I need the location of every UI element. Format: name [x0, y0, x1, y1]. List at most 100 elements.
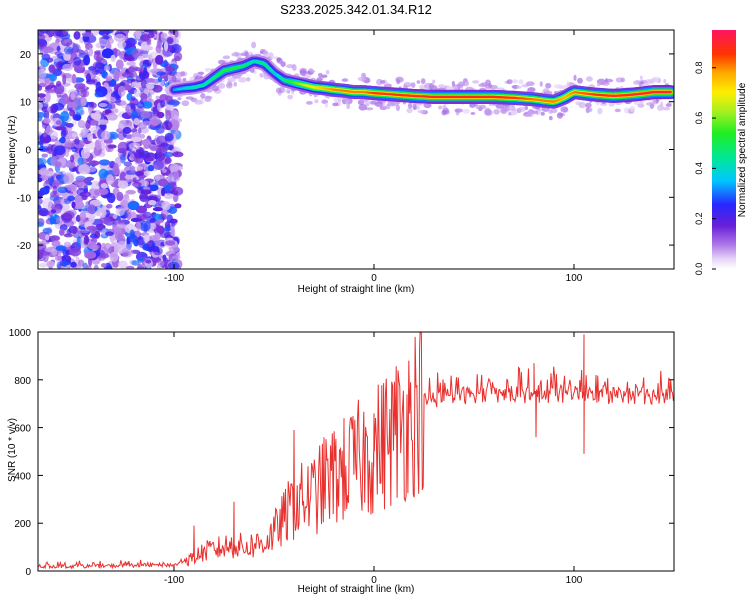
noise-blob	[154, 232, 161, 241]
ridge-halo	[442, 104, 447, 110]
noise-blob	[159, 100, 166, 108]
noise-blob	[55, 120, 62, 125]
noise-blob	[143, 170, 151, 177]
ridge-halo	[341, 78, 349, 82]
ridge-halo	[638, 82, 642, 87]
noise-blob	[76, 177, 86, 183]
noise-blob	[72, 92, 84, 97]
ridge-halo	[629, 105, 636, 112]
ridge-halo	[406, 107, 413, 114]
noise-blob	[105, 231, 114, 236]
noise-blob	[42, 197, 53, 209]
noise-blob	[124, 174, 134, 180]
noise-blob	[74, 138, 80, 145]
ridge-halo	[218, 59, 226, 65]
noise-blob	[38, 197, 43, 205]
ridge-halo	[223, 55, 231, 59]
noise-blob	[42, 46, 54, 54]
ridge-halo	[287, 94, 293, 100]
ridge-halo	[417, 109, 426, 114]
noise-blob	[139, 192, 149, 203]
noise-blob	[135, 30, 142, 40]
ridge-halo	[516, 85, 522, 89]
ridge-halo	[175, 71, 184, 78]
ridge-halo	[306, 101, 313, 105]
noise-blob	[90, 119, 99, 125]
noise-blob	[172, 151, 184, 158]
colorbar-tick-label: 0.6	[694, 112, 704, 125]
noise-blob	[98, 216, 111, 224]
noise-blob	[167, 145, 175, 151]
ridge-halo	[532, 110, 539, 115]
noise-blob	[60, 37, 73, 47]
ridge-halo	[309, 69, 316, 74]
noise-blob	[156, 38, 163, 49]
ridge-halo	[556, 112, 564, 119]
snr-x-tick-label: 100	[566, 575, 583, 586]
ridge-halo	[470, 112, 476, 115]
noise-blob	[157, 76, 163, 83]
noise-blob	[101, 228, 107, 237]
ridge-halo	[506, 79, 513, 85]
ridge-halo	[428, 82, 435, 90]
noise-blob	[129, 153, 135, 161]
noise-blob	[127, 200, 140, 211]
ridge-halo	[542, 88, 550, 93]
noise-blob	[162, 254, 167, 262]
ridge-halo	[652, 76, 660, 83]
noise-blob	[156, 225, 165, 235]
noise-blob	[126, 93, 133, 101]
noise-blob	[173, 171, 180, 180]
ridge-halo	[489, 85, 498, 90]
noise-blob	[133, 166, 144, 171]
ridge-halo	[407, 102, 413, 110]
noise-blob	[63, 94, 69, 105]
noise-blob	[125, 170, 137, 175]
noise-blob	[164, 157, 172, 164]
ridge-halo	[346, 102, 351, 110]
noise-blob	[114, 108, 119, 113]
noise-blob	[81, 32, 94, 37]
ridge-halo	[633, 80, 639, 85]
noise-blob	[137, 257, 144, 264]
noise-blob	[116, 223, 127, 229]
ridge-halo	[197, 71, 205, 76]
noise-blob	[152, 196, 158, 201]
noise-blob	[70, 261, 77, 268]
noise-blob	[140, 92, 148, 101]
ridge-halo	[560, 106, 568, 113]
noise-blob	[60, 198, 65, 205]
noise-blob	[125, 265, 135, 269]
snr-y-tick-label: 600	[14, 424, 31, 435]
noise-blob	[152, 84, 163, 93]
ridge-halo	[637, 103, 645, 108]
ridge-halo	[438, 105, 442, 110]
noise-blob	[107, 37, 114, 45]
ridge-halo	[194, 99, 203, 105]
noise-blob	[86, 73, 91, 83]
noise-blob	[162, 227, 172, 232]
noise-blob	[146, 84, 155, 90]
noise-blob	[38, 131, 43, 137]
spectrogram-x-ticks: -100 0 100	[164, 30, 583, 284]
noise-blob	[54, 161, 62, 168]
noise-blob	[152, 246, 163, 256]
noise-blob	[115, 207, 125, 217]
noise-blob	[174, 30, 179, 38]
spectrogram-y-ticks: -20 -10 0 10 20	[17, 50, 674, 252]
noise-blob	[62, 30, 69, 36]
noise-blob	[165, 240, 176, 246]
noise-blob	[129, 165, 135, 172]
ridge-halo	[321, 74, 328, 78]
noise-blob	[156, 219, 164, 224]
ridge-halo	[578, 101, 586, 109]
noise-blob	[137, 101, 145, 109]
noise-blob	[41, 106, 48, 113]
ridge-halo	[665, 103, 672, 107]
ridge-halo	[211, 85, 220, 92]
noise-blob	[128, 234, 138, 243]
noise-blob	[52, 185, 58, 196]
noise-blob	[58, 138, 66, 143]
noise-blob	[83, 54, 91, 66]
noise-blob	[126, 209, 132, 215]
